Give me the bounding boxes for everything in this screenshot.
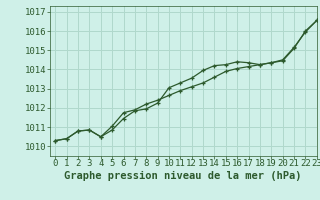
X-axis label: Graphe pression niveau de la mer (hPa): Graphe pression niveau de la mer (hPa) — [64, 171, 302, 181]
